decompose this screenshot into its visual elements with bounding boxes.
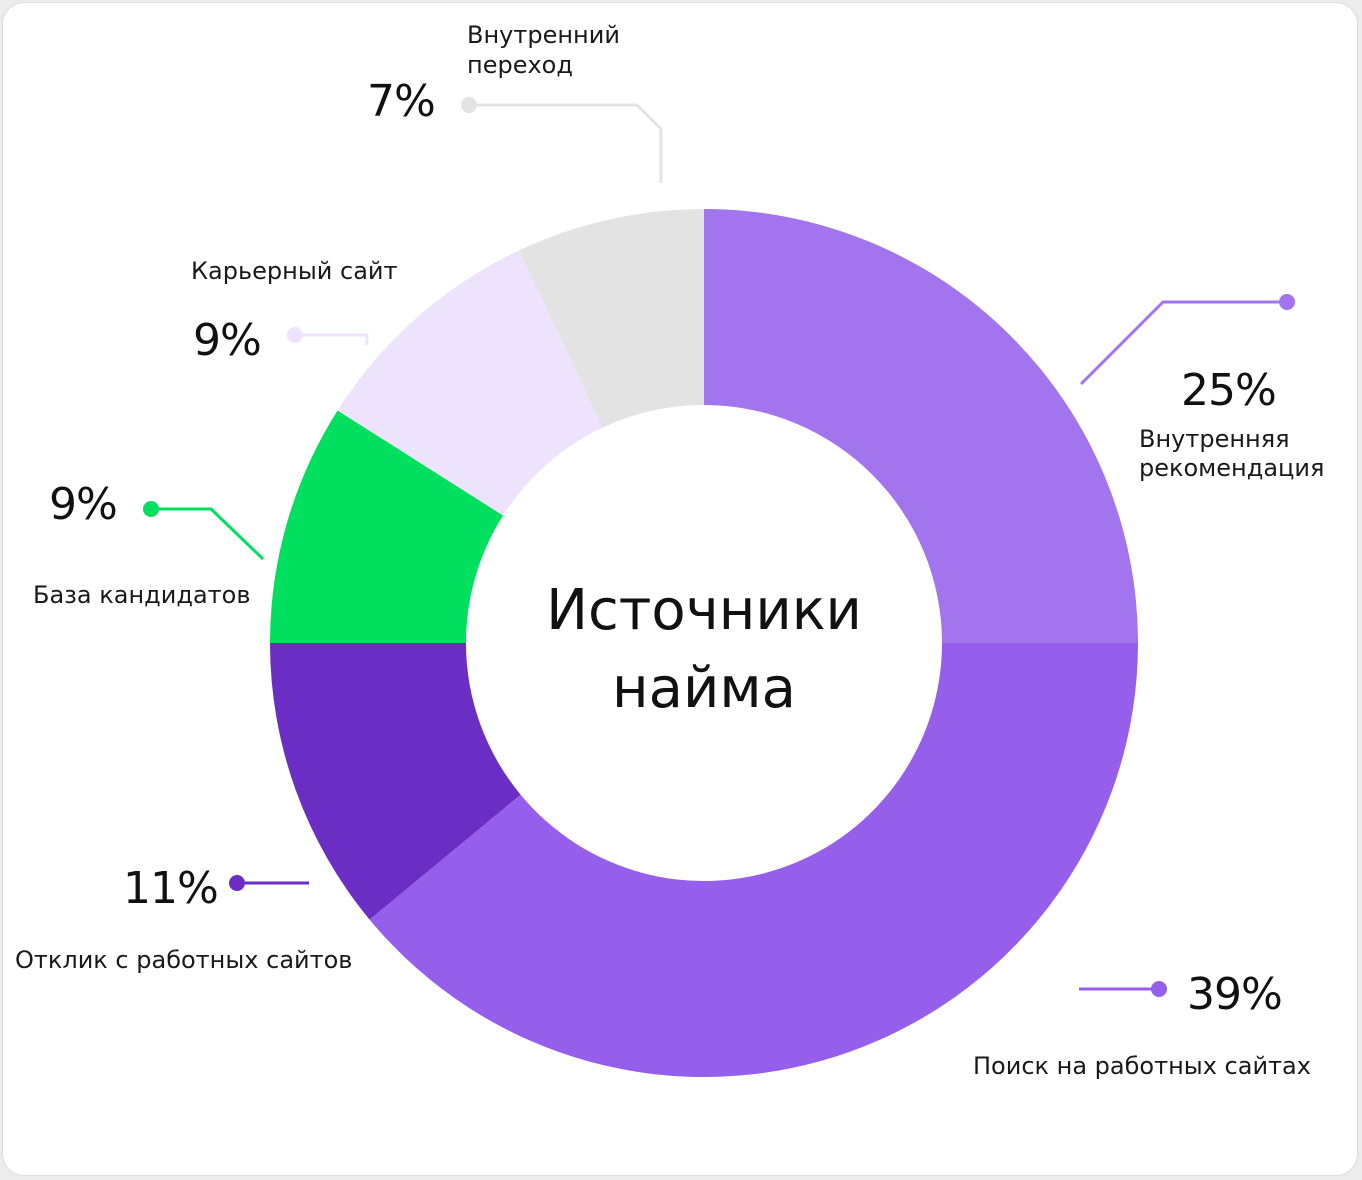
slice-percent-label: 9% [49,479,117,530]
slice-percent-label: 39% [1187,969,1282,1020]
donut-slice [704,209,1138,643]
slice-percent-label: 25% [1181,365,1276,416]
callout-leader-line [151,507,265,561]
slice-category-label: Отклик с работных сайтов [15,946,352,974]
slice-percent-label: 7% [367,76,435,127]
callout-dot [1279,294,1295,310]
donut-slice [270,410,504,643]
callout-dot [143,501,159,517]
slice-category-label: Внутренний [467,21,620,49]
slice-percent-label: 11% [123,863,218,914]
callout-leader-line [295,333,369,345]
donut-slice [369,643,1138,1078]
center-title-line-1: Источники [546,578,862,643]
donut-slice [337,250,603,516]
slice-category-label: переход [467,51,573,79]
callout-leader-line [469,103,663,183]
slice-category-label: База кандидатов [33,581,250,609]
donut-slice [519,209,704,428]
slice-percent-label: 9% [193,315,261,366]
slice-category-label: Поиск на работных сайтах [973,1052,1311,1080]
callout-dot [287,327,303,343]
callout-leaders [143,97,1295,997]
donut-slices [270,209,1138,1078]
slice-category-label: Карьерный сайт [191,257,397,285]
callout-leader-line [1079,300,1287,386]
center-title-line-2: найма [612,656,796,721]
slice-category-label: рекомендация [1139,454,1324,482]
donut-chart: Источники найма 25% Внутренняя рекоменда… [15,21,1324,1080]
callout-dot [1151,981,1167,997]
callout-dot [229,875,245,891]
slice-category-label: Внутренняя [1139,425,1290,453]
callout-dot [461,97,477,113]
donut-slice [270,643,521,920]
